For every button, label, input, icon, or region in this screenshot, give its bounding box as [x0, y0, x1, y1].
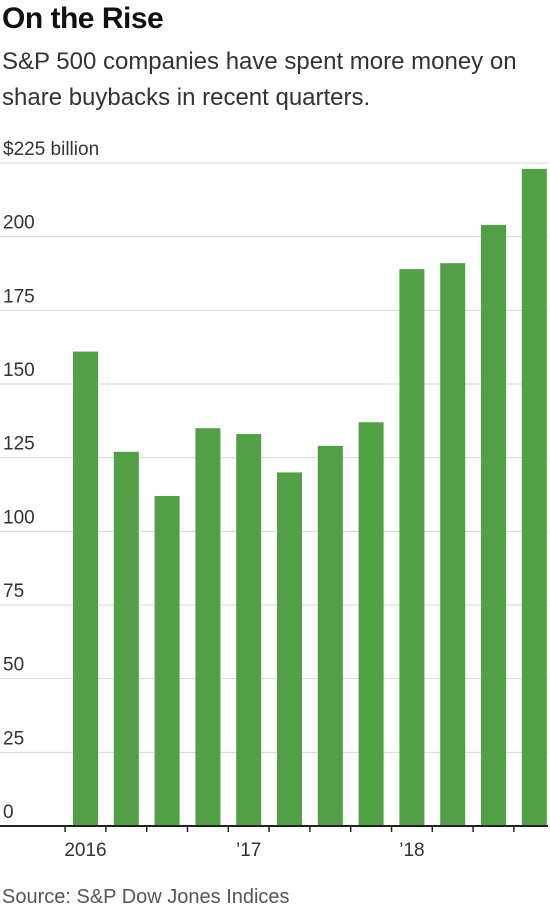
bar: [481, 224, 506, 826]
y-tick-label: 150: [3, 360, 35, 381]
bar: [440, 263, 466, 827]
x-tick-label: 2016: [64, 840, 106, 861]
x-tick-label: ’18: [399, 840, 424, 861]
source-note: Source: S&P Dow Jones Indices: [2, 886, 290, 908]
x-tick-label: ’17: [236, 840, 261, 861]
y-tick-label: 0: [3, 802, 14, 823]
y-tick-label: 75: [3, 581, 24, 602]
chart-title: On the Rise: [2, 2, 164, 35]
y-tick-label: 25: [3, 728, 24, 749]
axis-labels: 0 25 50 75 100 125 150 175 200 $225 billion 2016 ’1…: [3, 139, 425, 861]
bar: [277, 472, 302, 826]
y-tick-label: 50: [3, 655, 24, 676]
y-tick-label: 100: [3, 507, 35, 528]
bar: [358, 422, 384, 826]
y-tick-label: 175: [3, 286, 35, 307]
bar: [73, 351, 98, 826]
bar: [236, 434, 262, 826]
y-tick-label: 200: [3, 213, 35, 234]
bars: [73, 168, 547, 827]
bar: [521, 168, 547, 827]
x-axis: [0, 825, 548, 832]
bar: [399, 269, 425, 827]
bar: [317, 445, 343, 826]
bar: [195, 428, 221, 826]
y-axis-unit-label: $225 billion: [3, 139, 99, 160]
y-tick-label: 125: [3, 434, 35, 455]
bar: [154, 495, 180, 826]
chart-subtitle: S&P 500 companies have spent more money …: [2, 48, 517, 111]
bar: [113, 451, 139, 826]
bar-chart: 0 25 50 75 100 125 150 175 200 $225 billion 2016 ’1…: [0, 139, 548, 861]
